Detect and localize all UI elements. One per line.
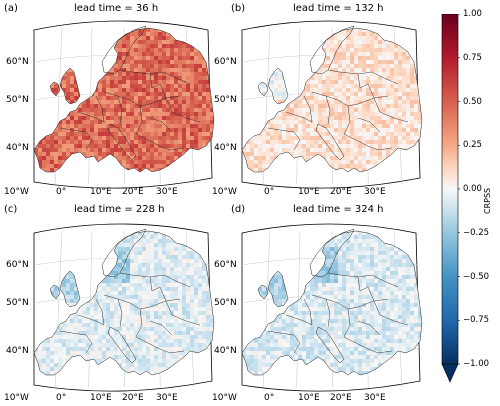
longitude-label: 10°W	[4, 393, 29, 403]
panel-label: (b)	[231, 3, 246, 14]
panel-a: (a) lead time = 36 h 60°N 50°N 40°N 10°W 0° 1…	[0, 0, 240, 200]
longitude-label: 10°W	[4, 187, 29, 197]
colorbar-gradient	[441, 14, 460, 383]
colorbar-tick-label: 0.75	[463, 52, 482, 63]
panel-label: (a)	[4, 3, 18, 14]
colorbar-tick-label: −0.75	[463, 315, 490, 326]
colorbar-label: CRPSS	[483, 187, 492, 214]
map-c: 60°N 50°N 40°N 10°W 0° 10°E 20°E 30°E	[4, 223, 215, 403]
latitude-label: 50°N	[6, 95, 29, 105]
longitude-label: 0°	[56, 393, 66, 403]
longitude-label: 20°E	[122, 393, 144, 403]
longitude-label: 0°	[264, 187, 274, 197]
panel-d: (d) lead time = 324 h 60°N 50°N 40°N 10°W 0°…	[208, 203, 448, 406]
colorbar-tick-label: 1.00	[463, 9, 482, 19]
colorbar: 1.00 0.75 0.50 0.25 0.00 −0.25 −0.50 −0.75 −1.00…	[440, 9, 500, 384]
map-a: 60°N 50°N 40°N 10°W 0° 10°E 20°E 30°E	[4, 20, 215, 197]
latitude-label: 60°N	[214, 57, 237, 67]
panel-title: lead time = 228 h	[74, 204, 165, 215]
latitude-label: 50°N	[6, 298, 29, 308]
latitude-label: 60°N	[214, 260, 237, 270]
longitude-label: 0°	[56, 187, 66, 197]
colorbar-tick-label: 0.25	[463, 140, 482, 151]
latitude-label: 50°N	[214, 298, 237, 308]
panel-title: lead time = 36 h	[74, 3, 159, 14]
coastlines	[241, 25, 423, 173]
coastlines	[241, 228, 423, 376]
longitude-label: 10°E	[90, 187, 112, 197]
colorbar-tick-label: −0.25	[463, 227, 490, 238]
map-b: 60°N 50°N 40°N 10°W 0° 10°E 20°E 30°E	[212, 20, 423, 197]
colorbar-tick-label: −1.00	[463, 359, 490, 369]
latitude-label: 50°N	[214, 95, 237, 105]
longitude-label: 0°	[264, 393, 274, 403]
longitude-label: 30°E	[364, 393, 386, 403]
longitude-label: 20°E	[330, 393, 352, 403]
latitude-label: 40°N	[6, 143, 29, 153]
longitude-label: 10°E	[298, 393, 320, 403]
latitude-label: 60°N	[6, 57, 29, 67]
longitude-label: 20°E	[330, 187, 352, 197]
panel-title: lead time = 324 h	[293, 204, 384, 215]
longitude-label: 20°E	[122, 187, 144, 197]
latitude-label: 60°N	[6, 260, 29, 270]
latitude-label: 40°N	[6, 346, 29, 356]
panel-label: (c)	[4, 204, 18, 215]
coastlines	[33, 25, 215, 173]
colorbar-tick-label: −0.50	[463, 271, 490, 282]
colorbar-tick-label: 0.50	[463, 96, 482, 107]
longitude-label: 10°E	[298, 187, 320, 197]
panel-c: (c) lead time = 228 h 60°N 50°N 40°N 10°W 0°…	[0, 203, 240, 406]
longitude-label: 30°E	[364, 187, 386, 197]
latitude-label: 40°N	[214, 346, 237, 356]
colorbar-tick-label: 0.00	[463, 184, 482, 194]
latitude-label: 40°N	[214, 143, 237, 153]
panel-b: (b) lead time = 132 h 60°N 50°N 40°N 10°W 0°…	[208, 0, 448, 200]
longitude-label: 30°E	[156, 393, 178, 403]
panel-label: (d)	[231, 204, 246, 215]
coastlines	[33, 228, 215, 376]
longitude-label: 30°E	[156, 187, 178, 197]
longitude-label: 10°W	[212, 187, 237, 197]
longitude-label: 10°E	[90, 393, 112, 403]
panel-title: lead time = 132 h	[293, 3, 384, 14]
map-d: 60°N 50°N 40°N 10°W 0° 10°E 20°E 30°E	[212, 223, 423, 403]
longitude-label: 10°W	[212, 393, 237, 403]
